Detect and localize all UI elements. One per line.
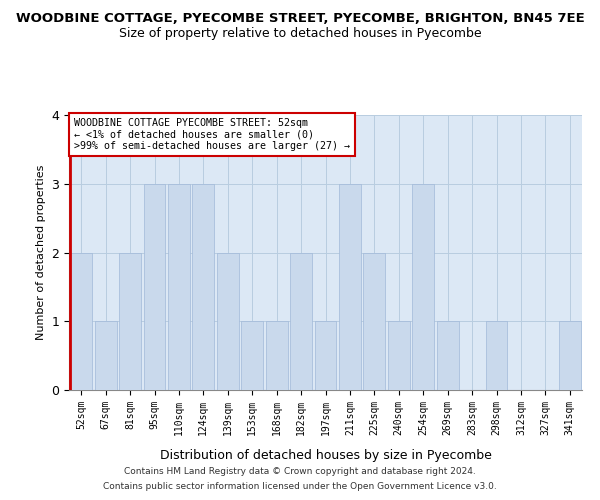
Bar (290, 252, 312, 390)
Bar (168, 184, 190, 390)
Text: Size of property relative to detached houses in Pyecombe: Size of property relative to detached ho… (119, 28, 481, 40)
Bar (217, 252, 239, 390)
Bar (143, 184, 166, 390)
Bar (241, 322, 263, 390)
Bar (437, 322, 458, 390)
Bar (388, 322, 410, 390)
X-axis label: Distribution of detached houses by size in Pyecombe: Distribution of detached houses by size … (160, 449, 491, 462)
Text: WOODBINE COTTAGE, PYECOMBE STREET, PYECOMBE, BRIGHTON, BN45 7EE: WOODBINE COTTAGE, PYECOMBE STREET, PYECO… (16, 12, 584, 26)
Bar (412, 184, 434, 390)
Text: Contains HM Land Registry data © Crown copyright and database right 2024.: Contains HM Land Registry data © Crown c… (124, 467, 476, 476)
Bar (193, 184, 214, 390)
Bar (95, 322, 116, 390)
Text: Contains public sector information licensed under the Open Government Licence v3: Contains public sector information licen… (103, 482, 497, 491)
Bar (485, 322, 508, 390)
Bar (364, 252, 385, 390)
Bar (119, 252, 141, 390)
Bar (559, 322, 581, 390)
Bar (266, 322, 287, 390)
Bar (339, 184, 361, 390)
Bar (70, 252, 92, 390)
Text: WOODBINE COTTAGE PYECOMBE STREET: 52sqm
← <1% of detached houses are smaller (0): WOODBINE COTTAGE PYECOMBE STREET: 52sqm … (74, 118, 350, 151)
Y-axis label: Number of detached properties: Number of detached properties (36, 165, 46, 340)
Bar (314, 322, 337, 390)
